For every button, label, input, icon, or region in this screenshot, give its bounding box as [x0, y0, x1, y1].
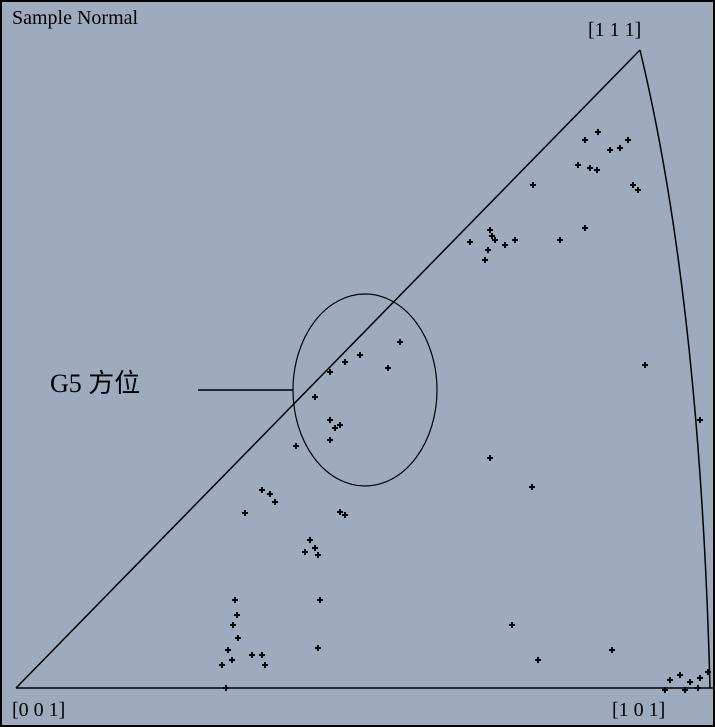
- orientation-point: [327, 417, 333, 423]
- orientation-point: [357, 352, 363, 358]
- orientation-point: [312, 545, 318, 551]
- orientation-point: [259, 487, 265, 493]
- orientation-point: [332, 425, 338, 431]
- orientation-point: [487, 227, 493, 233]
- orientation-point: [677, 672, 683, 678]
- orientation-point: [667, 677, 673, 683]
- orientation-point: [293, 443, 299, 449]
- orientation-point: [327, 437, 333, 443]
- orientation-point: [617, 145, 623, 151]
- orientation-point: [489, 233, 495, 239]
- orientation-point: [705, 669, 711, 675]
- orientation-point: [587, 165, 593, 171]
- orientation-point: [342, 512, 348, 518]
- orientation-point: [262, 662, 268, 668]
- orientation-point: [267, 491, 273, 497]
- orientation-point: [467, 239, 473, 245]
- orientation-point: [242, 510, 248, 516]
- orientation-point: [642, 362, 648, 368]
- orientation-point: [682, 687, 688, 693]
- orientation-point: [219, 662, 225, 668]
- orientation-point: [315, 552, 321, 558]
- orientation-point: [487, 455, 493, 461]
- title: Sample Normal: [12, 7, 139, 29]
- orientation-point: [342, 359, 348, 365]
- orientation-point: [509, 622, 515, 628]
- annotation: G5 方位: [50, 369, 140, 398]
- orientation-point: [697, 417, 703, 423]
- pole-label: [0 0 1]: [12, 699, 65, 721]
- orientation-point: [235, 635, 241, 641]
- orientation-point: [512, 237, 518, 243]
- orientation-point: [502, 242, 508, 248]
- orientation-point: [492, 237, 498, 243]
- orientation-point: [317, 597, 323, 603]
- orientation-point: [272, 499, 278, 505]
- orientation-point: [557, 237, 563, 243]
- orientation-point: [575, 162, 581, 168]
- orientation-point: [249, 652, 255, 658]
- orientation-point: [530, 182, 536, 188]
- orientation-point: [594, 167, 600, 173]
- orientation-point: [529, 484, 535, 490]
- orientation-point: [687, 679, 693, 685]
- orientation-point: [582, 137, 588, 143]
- orientation-point: [337, 422, 343, 428]
- triangle-edge: [15, 49, 641, 689]
- pole-label: [1 1 1]: [588, 19, 641, 41]
- orientation-point: [327, 369, 333, 375]
- orientation-point: [482, 257, 488, 263]
- orientation-point: [485, 247, 491, 253]
- orientation-point: [662, 687, 668, 693]
- orientation-point: [232, 597, 238, 603]
- orientation-point: [230, 622, 236, 628]
- orientation-point: [625, 137, 631, 143]
- orientation-point: [582, 225, 588, 231]
- orientation-point: [234, 612, 240, 618]
- orientation-point: [697, 675, 703, 681]
- orientation-point: [312, 394, 318, 400]
- orientation-point: [607, 147, 613, 153]
- orientation-point: [302, 549, 308, 555]
- orientation-point: [229, 657, 235, 663]
- orientation-point: [223, 685, 229, 691]
- orientation-point: [225, 647, 231, 653]
- orientation-point: [635, 187, 641, 193]
- orientation-point: [397, 339, 403, 345]
- orientation-point: [315, 645, 321, 651]
- orientation-point: [695, 685, 701, 691]
- orientation-point: [609, 647, 615, 653]
- points: [219, 129, 711, 693]
- triangle-arc: [639, 49, 711, 689]
- orientation-point: [630, 182, 636, 188]
- pole-label: [1 0 1]: [612, 699, 665, 721]
- orientation-point: [385, 365, 391, 371]
- orientation-point: [307, 537, 313, 543]
- orientation-point: [259, 652, 265, 658]
- orientation-point: [337, 509, 343, 515]
- orientation-point: [595, 129, 601, 135]
- orientation-point: [535, 657, 541, 663]
